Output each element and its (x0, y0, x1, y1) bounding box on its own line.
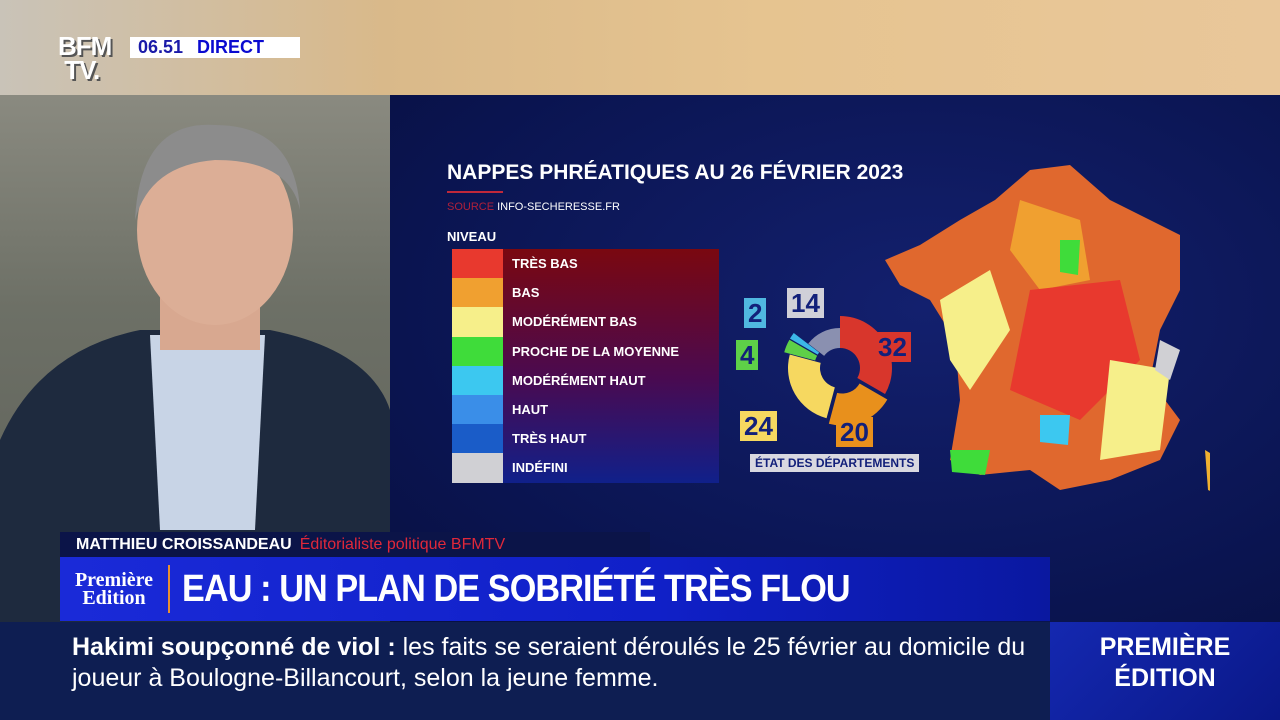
donut-caption: ÉTAT DES DÉPARTEMENTS (750, 454, 920, 472)
label-bas: 20 (836, 417, 873, 447)
title-underline (447, 191, 503, 193)
donut-slice-4 (789, 333, 820, 355)
legend-item: BAS (452, 278, 719, 308)
legend-label: HAUT (512, 402, 549, 418)
show-logo: Première Edition (60, 565, 170, 613)
speaker-role: Éditorialiste politique BFMTV (299, 535, 506, 553)
legend-swatch (452, 453, 503, 483)
legend-item: TRÈS HAUT (452, 424, 719, 454)
time: 06.51 (138, 37, 184, 57)
legend-item: INDÉFINI (452, 453, 719, 483)
legend-swatch (452, 394, 503, 425)
source-label: SOURCE (447, 201, 495, 213)
legend: TRÈS BAS BAS MODÉRÉMENT BAS PROCHE DE LA MO… (452, 249, 719, 483)
legend-item: MODÉRÉMENT BAS (452, 307, 719, 337)
live-clock: 06.51 DIRECT (130, 37, 300, 58)
program-box: PREMIÈRE ÉDITION (1050, 622, 1280, 720)
legend-item: MODÉRÉMENT HAUT (452, 365, 719, 395)
label-indefini: 14 (787, 288, 824, 318)
legend-item: TRÈS BAS (452, 249, 719, 279)
speaker-name: MATTHIEU CROISSANDEAU (76, 535, 292, 553)
legend-label: MODÉRÉMENT HAUT (512, 372, 646, 388)
legend-label: MODÉRÉMENT BAS (512, 314, 637, 330)
label-moderement-bas: 24 (740, 411, 777, 441)
speaker-bar: MATTHIEU CROISSANDEAU Éditorialiste poli… (60, 532, 650, 557)
ticker-lead: Hakimi soupçonné de viol : (72, 633, 396, 661)
live-label: DIRECT (197, 37, 265, 57)
legend-label: BAS (512, 285, 540, 301)
news-ticker: Hakimi soupçonné de viol : les faits se … (0, 622, 1050, 720)
legend-swatch (452, 249, 503, 279)
label-tres-bas: 32 (874, 332, 911, 362)
source-value: INFO-SECHERESSE.FR (497, 201, 620, 213)
legend-label: PROCHE DE LA MOYENNE (512, 343, 680, 359)
graphic-source: SOURCE INFO-SECHERESSE.FR (447, 201, 620, 213)
legend-label: TRÈS BAS (512, 256, 578, 272)
legend-swatch (452, 336, 503, 366)
donut-slice-5 (808, 328, 840, 356)
legend-item: HAUT (452, 394, 719, 425)
donut-slice-2 (787, 354, 835, 419)
legend-swatch (452, 307, 503, 337)
legend-title: NIVEAU (447, 229, 497, 244)
label-proche: 4 (736, 340, 759, 370)
headline: EAU : UN PLAN DE SOBRIÉTÉ TRÈS FLOU (182, 567, 851, 610)
headline-bar: Première Edition EAU : UN PLAN DE SOBRIÉ… (60, 557, 1050, 621)
donut-slice-3 (784, 339, 818, 361)
label-moderement-haut: 2 (744, 298, 767, 328)
show-logo-text: Première Edition (74, 569, 154, 609)
ticker-text: les faits se seraient déroulés le 25 fév… (72, 633, 1026, 692)
donut-slice-1 (828, 383, 888, 426)
legend-label: INDÉFINI (512, 460, 568, 476)
france-map (885, 165, 1210, 491)
legend-swatch (452, 365, 503, 395)
legend-item: PROCHE DE LA MOYENNE (452, 336, 719, 366)
legend-swatch (452, 278, 503, 308)
graphic-title: NAPPES PHRÉATIQUES AU 26 FÉVRIER 2023 (447, 161, 904, 184)
legend-swatch (452, 424, 503, 454)
legend-label: TRÈS HAUT (512, 431, 587, 447)
bfmtv-logo: BFM TV. (58, 31, 112, 85)
